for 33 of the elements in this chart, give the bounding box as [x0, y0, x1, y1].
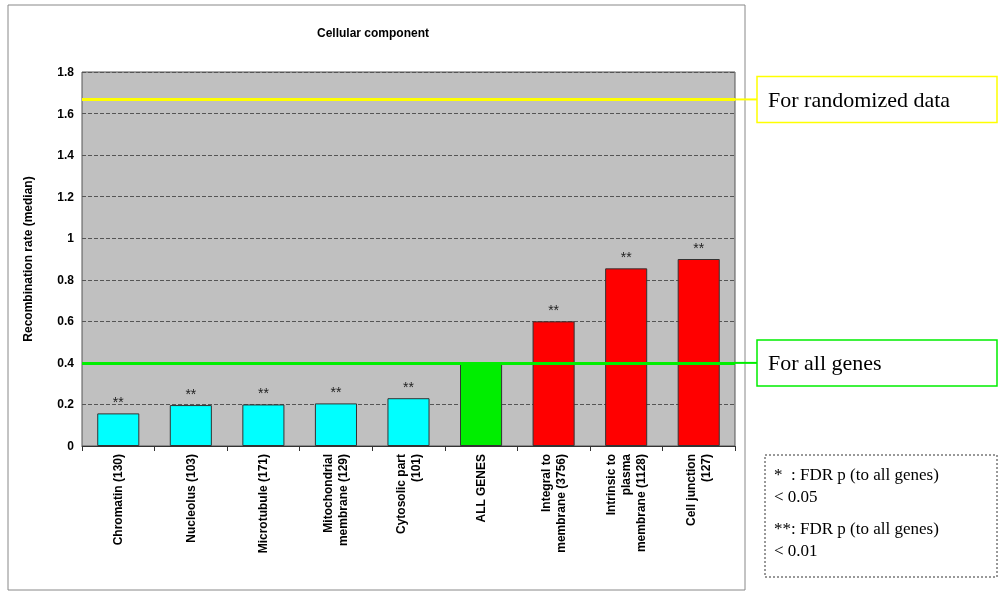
chart-title: Cellular component [316, 26, 430, 40]
y-tick-label: 0.8 [57, 272, 75, 287]
data-label: ** [548, 302, 560, 319]
y-tick-label: 0.2 [57, 397, 75, 412]
data-label: ** [185, 386, 197, 403]
data-label: ** [112, 394, 125, 411]
y-tick-label: 1.2 [57, 189, 75, 204]
data-label: ** [330, 384, 342, 401]
x-tick-label: Intrinsic to plasma membrane (1128) [604, 453, 649, 553]
data-label: ** [403, 379, 415, 396]
ref-line-label: For all genes [768, 350, 882, 376]
text: * : FDR p (to all genes) < 0.05 [774, 464, 939, 506]
y-tick-label: 1.4 [57, 148, 75, 163]
y-tick-label: 0.6 [57, 314, 75, 329]
y-axis-title: Recombination rate (median) [21, 176, 35, 342]
x-tick-label: Cytosolic part (101) [394, 454, 423, 535]
y-tick-label: 1 [67, 231, 75, 246]
x-tick-label: Chromatin (130) [111, 454, 126, 546]
y-tick-label: 0.4 [57, 355, 75, 370]
text: **: FDR p (to all genes) < 0.01 [774, 518, 939, 560]
y-tick-label: 1.6 [57, 106, 75, 121]
x-tick-label: ALL GENES [474, 454, 489, 523]
data-label: ** [693, 240, 705, 256]
data-label: ** [257, 385, 270, 402]
y-tick-label: 1.8 [57, 65, 75, 79]
ref-line-label: For randomized data [768, 86, 951, 112]
x-tick-label: Integral to membrane (3756) [539, 454, 569, 553]
x-tick-label: Nucleolus (103) [183, 454, 198, 543]
x-tick-label: Microtubule (171) [256, 454, 271, 554]
x-tick-label: Mitochondrial membrane (129) [321, 454, 351, 547]
data-label: ** [620, 249, 633, 266]
y-tick-label: 0 [67, 439, 75, 453]
x-tick-label: Cell junction (127) [684, 454, 714, 526]
